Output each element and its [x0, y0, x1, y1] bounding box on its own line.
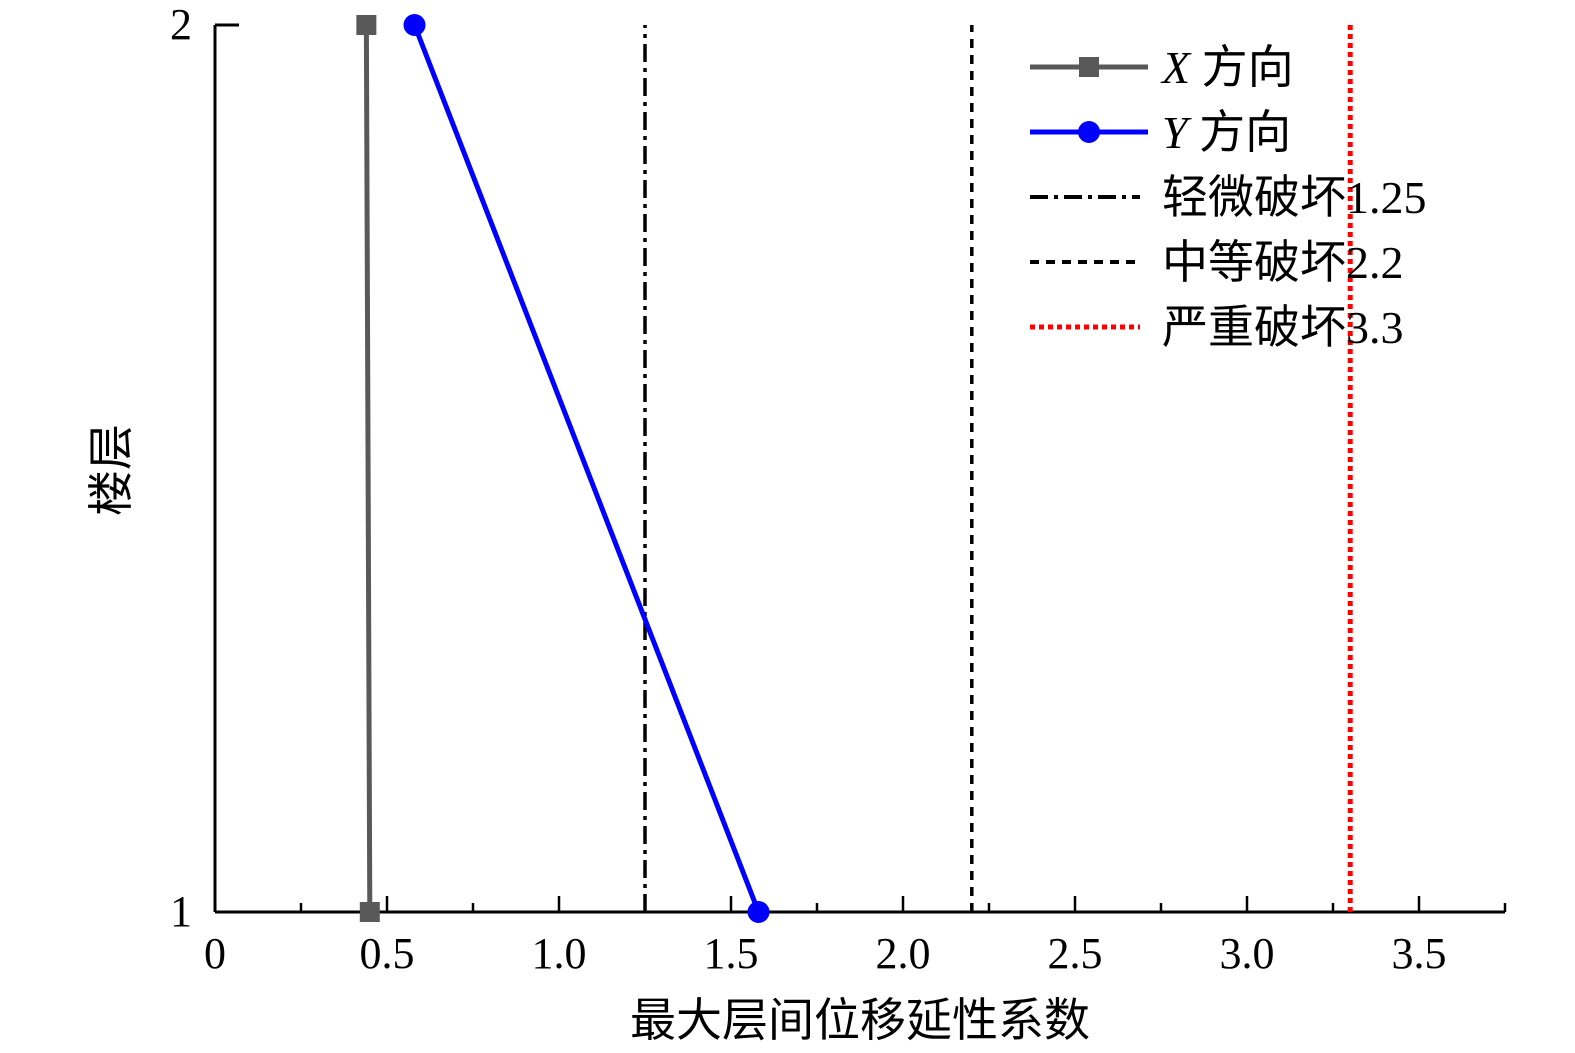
- data-point: [403, 14, 426, 36]
- legend-label: 中等破坏2.2: [1162, 237, 1404, 288]
- legend-label: 严重破坏3.3: [1162, 302, 1404, 353]
- reference-lines: [643, 25, 1353, 912]
- legend-label: Y 方向: [1162, 107, 1291, 158]
- data-point: [356, 15, 377, 35]
- legend-label-rest: 方向: [1190, 42, 1294, 93]
- x-tick-label: 1.5: [704, 929, 759, 978]
- y-tick-label: 2: [170, 0, 192, 49]
- legend-label-italic: X: [1160, 42, 1192, 93]
- series-line: [363, 24, 373, 913]
- legend-label-rest: 方向: [1188, 107, 1292, 158]
- x-tick-label: 0.5: [360, 929, 415, 978]
- legend-label-italic: Y: [1162, 107, 1192, 158]
- x-tick-label: 3.5: [1392, 929, 1447, 978]
- ticks: 0 0.5 1.0 1.5 2.0 2.5 3.0 3.5 1 2: [170, 0, 1507, 978]
- x-tick-label: 2.0: [876, 929, 931, 978]
- y-axis-label: 楼层: [86, 424, 137, 516]
- x-tick-label: 0: [204, 929, 226, 978]
- axes: [213, 25, 1505, 914]
- legend-label: 轻微破坏1.25: [1162, 172, 1427, 223]
- series-line: [412, 24, 761, 913]
- x-tick-label: 3.0: [1220, 929, 1275, 978]
- y-tick-label: 1: [170, 887, 192, 936]
- legend-marker: [1078, 121, 1100, 143]
- x-axis-label: 最大层间位移延性系数: [630, 995, 1090, 1046]
- series-group: [356, 14, 770, 923]
- legend-marker: [1079, 57, 1099, 77]
- x-tick-label: 2.5: [1048, 929, 1103, 978]
- data-point: [359, 902, 380, 922]
- data-point: [747, 901, 770, 923]
- x-tick-label: 1.0: [532, 929, 587, 978]
- legend-label: X 方向: [1160, 42, 1294, 93]
